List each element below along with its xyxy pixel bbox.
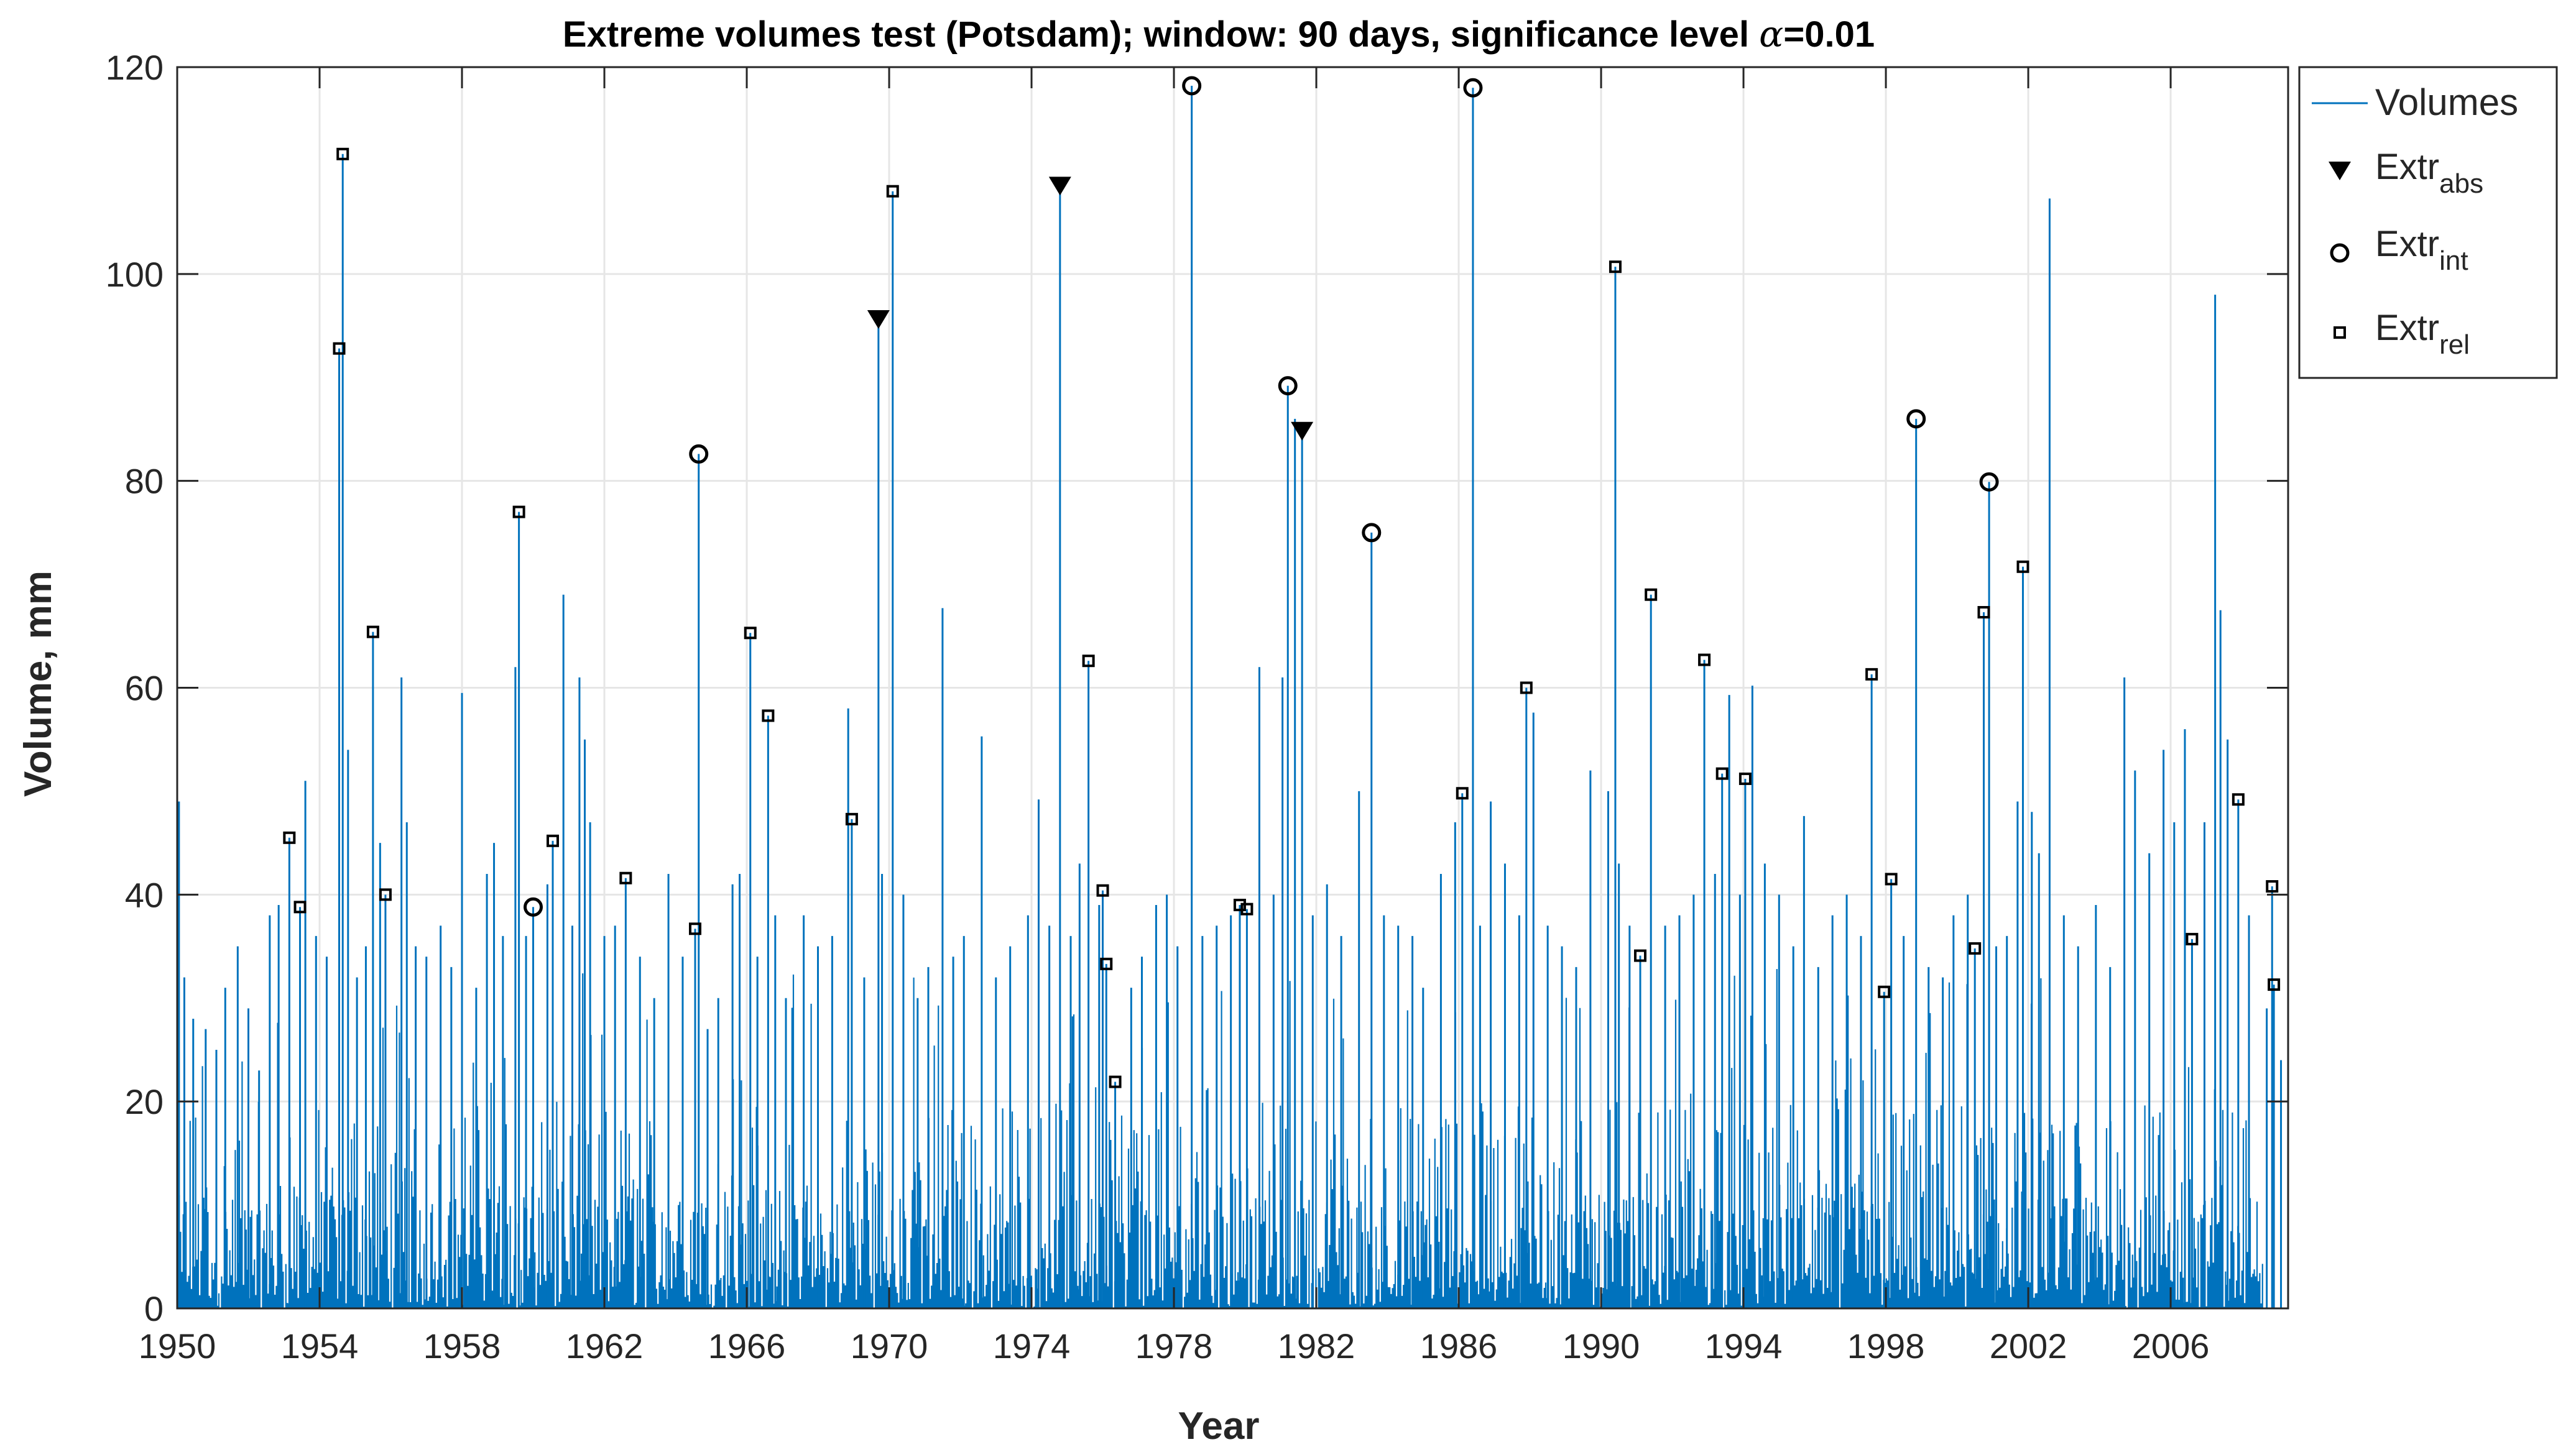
x-tick-label: 1974 — [993, 1326, 1071, 1366]
extr-rel-marker — [1865, 668, 1878, 681]
extr-rel-marker — [1240, 903, 1253, 916]
x-tick-label: 1978 — [1135, 1326, 1213, 1366]
extr-int-marker — [1979, 472, 1999, 492]
extr-rel-marker — [689, 922, 702, 935]
extr-int-marker — [1182, 76, 1202, 96]
legend: Volumes Extrabs Extrint Extrrel — [2298, 66, 2558, 379]
y-tick-label: 40 — [125, 875, 164, 914]
extr-rel-marker — [366, 625, 379, 638]
extr-rel-marker — [845, 812, 858, 825]
extr-rel-marker — [1456, 787, 1469, 800]
extr-rel-marker — [1698, 653, 1711, 666]
legend-marker-abs — [2329, 162, 2351, 180]
x-tick-label: 1990 — [1563, 1326, 1640, 1366]
legend-box — [2298, 66, 2558, 379]
x-tick-label: 1986 — [1420, 1326, 1498, 1366]
extr-abs-marker — [1291, 421, 1314, 441]
x-tick-label: 1982 — [1278, 1326, 1355, 1366]
extr-rel-marker — [1738, 772, 1752, 785]
x-tick-label: 1994 — [1705, 1326, 1783, 1366]
extr-rel-marker — [2266, 880, 2279, 893]
extr-int-marker — [524, 897, 543, 917]
x-tick-label: 1958 — [423, 1326, 501, 1366]
extr-rel-marker — [333, 342, 346, 355]
extr-rel-marker — [547, 834, 560, 847]
extr-rel-marker — [1520, 681, 1533, 694]
extr-int-marker — [1906, 409, 1926, 429]
x-tick-label: 2006 — [2132, 1326, 2210, 1366]
extr-rel-marker — [293, 901, 307, 914]
legend-marker-rel — [2334, 326, 2346, 339]
y-tick-label: 80 — [125, 462, 164, 501]
extr-int-marker — [1463, 78, 1483, 98]
extr-rel-marker — [512, 505, 525, 518]
extr-rel-marker — [1082, 655, 1095, 668]
extr-rel-marker — [886, 185, 899, 198]
extr-rel-marker — [1634, 949, 1647, 962]
legend-label-volumes: Volumes — [2375, 81, 2518, 123]
y-tick-label: 120 — [106, 48, 164, 87]
extr-rel-marker — [1100, 957, 1113, 970]
tick-labels: 1950 1954 1958 1962 1966 1970 1974 1978 1982 1986… — [106, 48, 2210, 1366]
extr-rel-marker — [283, 831, 296, 844]
axes — [176, 66, 2289, 1310]
y-tick-label: 60 — [125, 669, 164, 708]
extr-abs-marker — [1048, 177, 1071, 196]
extr-rel-marker — [762, 709, 775, 722]
chart-title: Extreme volumes test (Potsdam); window: … — [563, 13, 1875, 55]
extr-rel-marker — [1609, 260, 1622, 273]
x-tick-label: 2002 — [1990, 1326, 2067, 1366]
x-tick-label: 1998 — [1847, 1326, 1925, 1366]
extr-rel-marker — [336, 147, 349, 160]
legend-label-abs: Extrabs — [2375, 147, 2483, 199]
extr-int-marker — [1278, 376, 1298, 396]
y-tick-label: 100 — [106, 255, 164, 294]
extr-rel-marker — [1715, 767, 1729, 780]
extr-rel-marker — [2232, 793, 2245, 806]
extr-rel-marker — [2016, 560, 2029, 573]
legend-label-int: Extrint — [2375, 224, 2468, 276]
x-tick-label: 1962 — [566, 1326, 644, 1366]
extr-int-marker — [1362, 523, 1382, 543]
x-tick-label: 1954 — [281, 1326, 359, 1366]
y-tick-label: 0 — [144, 1289, 164, 1328]
axes-box — [176, 66, 2289, 1310]
extr-rel-marker — [744, 627, 757, 640]
x-tick-label: 1970 — [851, 1326, 928, 1366]
extr-rel-marker — [2268, 978, 2281, 991]
extr-int-marker — [689, 444, 709, 464]
legend-marker-int — [2330, 243, 2350, 263]
extr-rel-marker — [1977, 606, 1990, 619]
extreme-markers — [283, 76, 2281, 1088]
extr-rel-marker — [619, 871, 632, 884]
extr-rel-marker — [1969, 942, 1982, 955]
y-tick-label: 20 — [125, 1082, 164, 1121]
x-axis-label: Year — [1178, 1405, 1259, 1444]
extr-rel-marker — [379, 888, 392, 901]
extr-rel-marker — [1096, 884, 1109, 897]
extr-rel-marker — [1109, 1075, 1122, 1088]
x-tick-label: 1950 — [139, 1326, 216, 1366]
x-tick-label: 1966 — [708, 1326, 786, 1366]
extr-rel-marker — [1645, 588, 1658, 601]
extr-abs-marker — [867, 310, 890, 329]
extr-rel-marker — [1885, 873, 1898, 886]
legend-label-rel: Extrrel — [2375, 308, 2470, 360]
volume-stems — [178, 85, 2283, 1308]
y-axis-label: Volume, mm — [17, 571, 60, 797]
extr-rel-marker — [1878, 985, 1891, 998]
extr-rel-marker — [2186, 932, 2199, 945]
